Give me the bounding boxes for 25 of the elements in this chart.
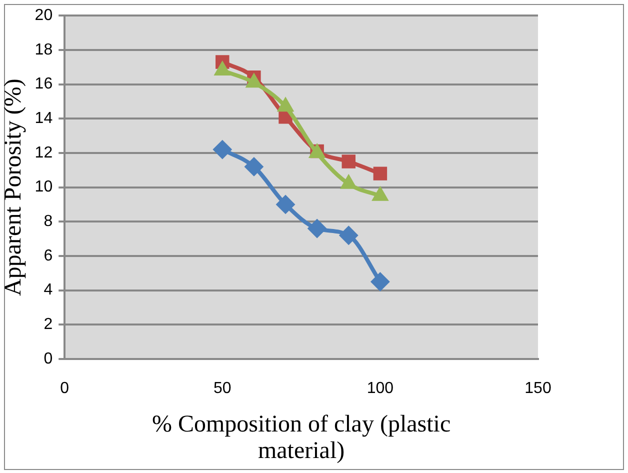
- point: [244, 157, 264, 176]
- y-tick-label: 0: [44, 350, 53, 368]
- y-tick-label: 4: [44, 282, 53, 299]
- point: [373, 166, 388, 180]
- y-tick-label: 12: [34, 144, 53, 162]
- x-tick-label: 150: [524, 380, 552, 398]
- y-tick-label: 14: [34, 110, 53, 128]
- y-tick-label: 8: [44, 213, 53, 230]
- x-tick-label: 0: [60, 380, 70, 398]
- point: [339, 226, 358, 245]
- y-tick-label: 6: [44, 247, 53, 264]
- x-axis-title: % Composition of clay (plastic material): [152, 412, 451, 464]
- point: [212, 140, 232, 160]
- x-tick-label: 100: [366, 380, 394, 398]
- y-tick-label: 16: [34, 76, 53, 93]
- x-tick-label: 50: [214, 380, 232, 398]
- y-tick-label: 2: [44, 316, 53, 334]
- y-tick-label: 10: [34, 178, 53, 196]
- y-tick-label: 18: [34, 41, 53, 58]
- point: [276, 194, 296, 214]
- point: [308, 219, 327, 238]
- point: [342, 154, 356, 168]
- y-tick-label: 20: [34, 7, 53, 24]
- point: [370, 272, 390, 292]
- y-axis-title: Apparent Porosity (%): [0, 78, 27, 296]
